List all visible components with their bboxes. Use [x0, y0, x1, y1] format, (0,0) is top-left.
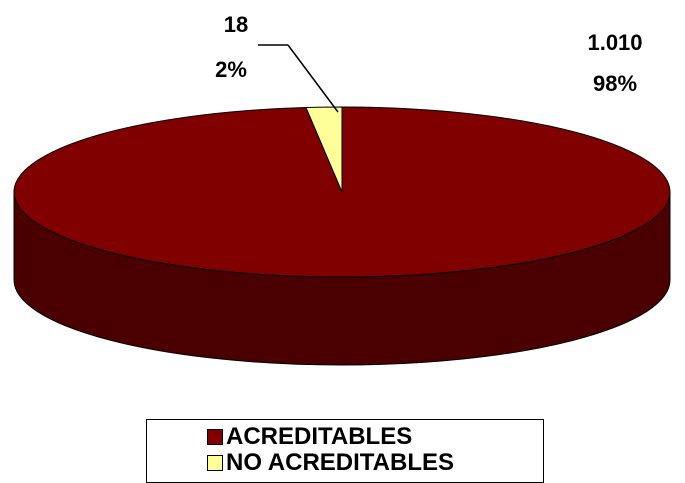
chart-legend: ACREDITABLES NO ACREDITABLES: [146, 419, 544, 483]
data-label-no-acreditables-percent: 2%: [215, 57, 247, 82]
legend-swatch-acreditables: [207, 429, 223, 445]
pie-slice-no-acreditables: [305, 106, 343, 193]
data-label-acreditables-value: 1.010: [587, 30, 642, 55]
legend-swatch-no-acreditables: [207, 455, 223, 471]
legend-label-no-acreditables: NO ACREDITABLES: [226, 449, 454, 476]
legend-item-acreditables: ACREDITABLES: [207, 424, 412, 450]
legend-item-no-acreditables: NO ACREDITABLES: [207, 450, 454, 476]
legend-label-acreditables: ACREDITABLES: [226, 423, 413, 450]
pie-chart: 18 2% 1.010 98%: [13, 12, 671, 366]
data-label-no-acreditables-value: 18: [224, 12, 248, 37]
leader-line-no-acreditables: [287, 44, 339, 113]
data-label-acreditables-percent: 98%: [593, 71, 637, 96]
pie-group: [13, 106, 671, 366]
